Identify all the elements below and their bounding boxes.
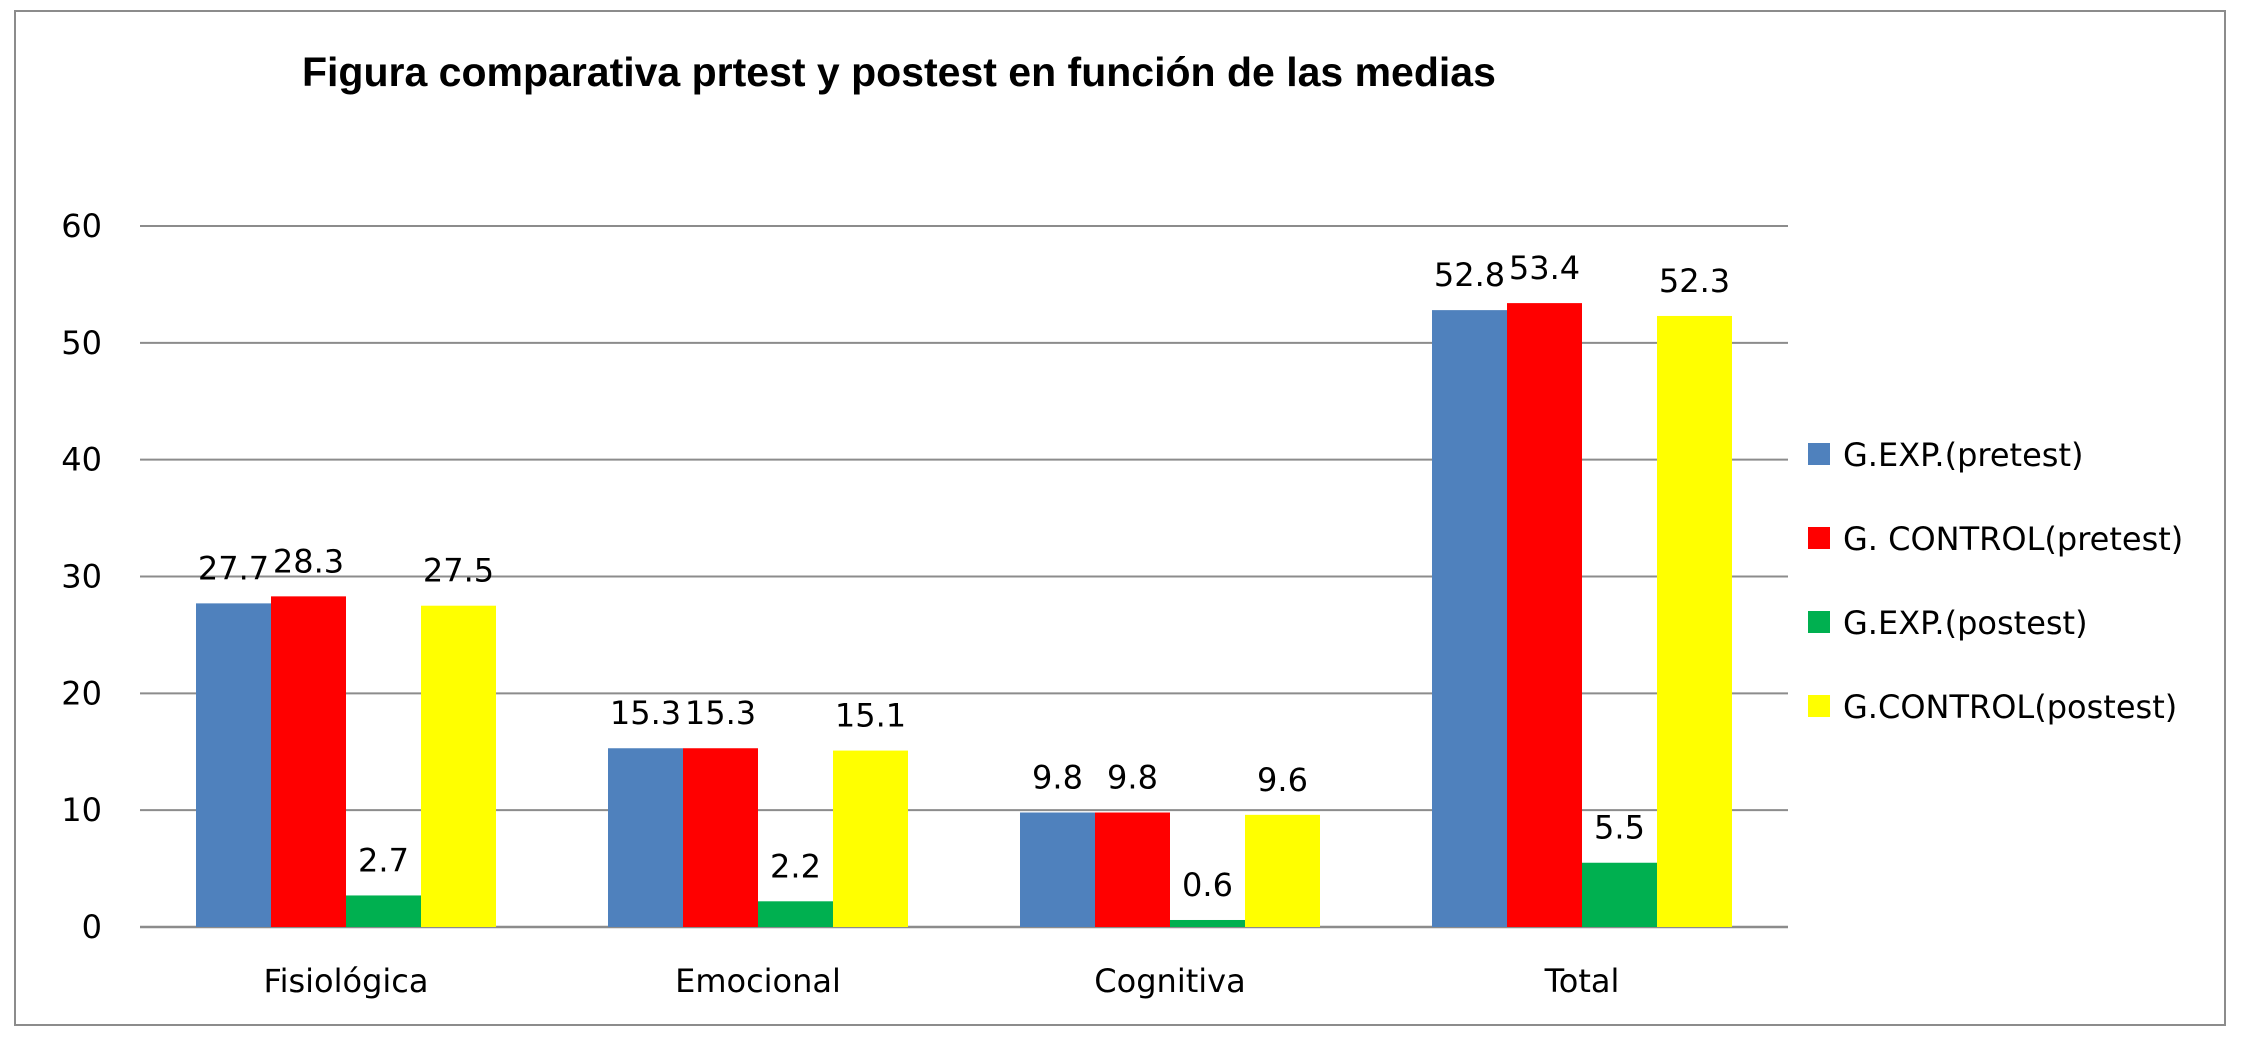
- y-tick-label: 20: [61, 674, 102, 712]
- bar-g-control-pretest--0: [271, 596, 346, 927]
- legend-swatch: [1808, 611, 1830, 633]
- data-label: 9.8: [1107, 759, 1158, 797]
- data-label: 15.3: [685, 694, 756, 732]
- bar-g-exp-pretest--0: [196, 603, 271, 927]
- bar-g-control-postest--1: [833, 750, 908, 927]
- data-label: 9.6: [1257, 761, 1308, 799]
- bar-g-control-pretest--1: [683, 748, 758, 927]
- bars: [196, 303, 1732, 927]
- legend-label: G. CONTROL(pretest): [1843, 520, 2183, 558]
- data-label: 52.8: [1434, 256, 1505, 294]
- bar-g-control-postest--3: [1657, 315, 1732, 927]
- data-label: 2.2: [770, 847, 821, 885]
- y-tick-label: 60: [61, 207, 102, 245]
- y-axis-ticks: 0 10 20 30 40 50 60: [61, 207, 102, 946]
- legend-label: G.CONTROL(postest): [1843, 688, 2177, 726]
- legend-swatch: [1808, 527, 1830, 549]
- legend-swatch: [1808, 443, 1830, 465]
- bar-g-exp-postest--0: [346, 895, 421, 927]
- data-label: 53.4: [1509, 249, 1580, 287]
- data-label: 27.7: [198, 549, 269, 587]
- bar-g-control-postest--0: [421, 605, 496, 927]
- x-axis-categories: Fisiológica Emocional Cognitiva Total: [264, 962, 1620, 1000]
- y-tick-label: 30: [61, 558, 102, 596]
- data-label: 15.3: [610, 694, 681, 732]
- y-tick-label: 10: [61, 791, 102, 829]
- bar-g-exp-postest--3: [1582, 862, 1657, 927]
- data-label: 5.5: [1594, 809, 1645, 847]
- chart-title: Figura comparativa prtest y postest en f…: [302, 49, 1496, 95]
- data-label: 27.5: [423, 552, 494, 590]
- bar-g-control-pretest--3: [1507, 303, 1582, 927]
- x-category-label: Fisiológica: [264, 962, 429, 1000]
- x-category-label: Cognitiva: [1094, 962, 1245, 1000]
- data-label: 52.3: [1659, 262, 1730, 300]
- bar-g-exp-postest--2: [1170, 919, 1245, 927]
- y-tick-label: 40: [61, 441, 102, 479]
- x-category-label: Total: [1544, 962, 1620, 1000]
- legend: G.EXP.(pretest) G. CONTROL(pretest) G.EXP.…: [1808, 436, 2183, 726]
- data-labels: 27.7 28.3 2.7 27.5 15.3 15.3 2.2 15.1 9.8 9.8 0.6 9…: [198, 249, 1730, 904]
- legend-label: G.EXP.(postest): [1843, 604, 2088, 642]
- bar-g-control-pretest--2: [1095, 812, 1170, 927]
- bar-g-exp-postest--1: [758, 901, 833, 927]
- bar-g-exp-pretest--1: [608, 748, 683, 927]
- bar-g-exp-pretest--2: [1020, 812, 1095, 927]
- x-category-label: Emocional: [675, 962, 841, 1000]
- y-tick-label: 0: [82, 908, 102, 946]
- data-label: 15.1: [835, 697, 906, 735]
- legend-label: G.EXP.(pretest): [1843, 436, 2083, 474]
- data-label: 2.7: [358, 841, 409, 879]
- data-label: 0.6: [1182, 866, 1233, 904]
- data-label: 28.3: [273, 542, 344, 580]
- legend-swatch: [1808, 695, 1830, 717]
- bar-g-control-postest--2: [1245, 814, 1320, 927]
- y-tick-label: 50: [61, 324, 102, 362]
- bar-g-exp-pretest--3: [1432, 310, 1507, 927]
- data-label: 9.8: [1032, 759, 1083, 797]
